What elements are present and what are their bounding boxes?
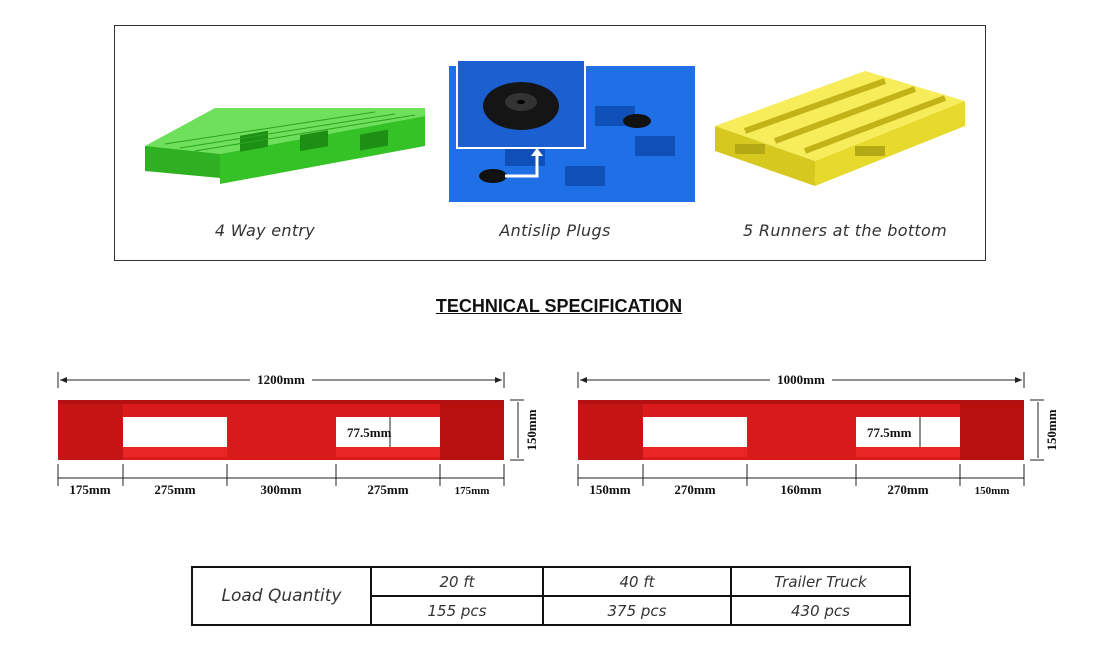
- segment-label: 175mm: [69, 482, 110, 497]
- pallet-diagram-1000: 1000mm 77.5mm 150mm 150mm 270mm 160mm 27…: [577, 372, 1059, 497]
- feature-5-runners: 5 Runners at the bottom: [705, 26, 985, 256]
- segment-label: 275mm: [367, 482, 408, 497]
- segment-label: 270mm: [887, 482, 928, 497]
- segment-label: 270mm: [674, 482, 715, 497]
- feature-4-way-entry: 4 Way entry: [125, 26, 425, 256]
- segment-label: 175mm: [455, 485, 490, 497]
- green-pallet-image: [145, 108, 425, 184]
- load-quantity-table: Load Quantity 20 ft 40 ft Trailer Truck …: [191, 566, 911, 626]
- caption-4-way-entry: 4 Way entry: [214, 221, 316, 240]
- row-header: Load Quantity: [191, 566, 372, 626]
- caption-antislip-plugs: Antislip Plugs: [499, 221, 611, 240]
- feature-antislip-plugs: Antislip Plugs: [415, 26, 695, 256]
- table-cell: 430 pcs: [730, 595, 911, 626]
- column-header: Trailer Truck: [730, 566, 911, 597]
- table-cell: 155 pcs: [370, 595, 544, 626]
- section-heading: TECHNICAL SPECIFICATION: [435, 296, 683, 316]
- caption-5-runners: 5 Runners at the bottom: [743, 221, 947, 240]
- segment-label: 300mm: [260, 482, 301, 497]
- table-row: Load Quantity 20 ft 40 ft Trailer Truck: [191, 566, 911, 626]
- table-row: 155 pcs 375 pcs 430 pcs: [192, 595, 911, 626]
- column-header: 20 ft: [370, 566, 544, 597]
- height-label: 150mm: [1044, 409, 1059, 450]
- total-width-label: 1000mm: [777, 372, 825, 387]
- table-cell: 375 pcs: [542, 595, 732, 626]
- height-label: 150mm: [524, 409, 539, 450]
- segment-label: 275mm: [154, 482, 195, 497]
- opening-height-label: 77.5mm: [347, 425, 392, 440]
- segment-label: 160mm: [780, 482, 821, 497]
- segment-label: 150mm: [589, 482, 630, 497]
- segment-label: 150mm: [975, 485, 1010, 497]
- features-panel: 4 Way entry Antislip Plugs: [114, 25, 986, 261]
- opening-height-label: 77.5mm: [867, 425, 912, 440]
- antislip-plug-image: [449, 59, 695, 202]
- column-header: 40 ft: [542, 566, 732, 597]
- pallet-diagram-1200: 1200mm 77.5mm 150mm 175mm 275mm 300mm 27…: [57, 372, 539, 497]
- yellow-pallet-image: [715, 71, 965, 186]
- total-width-label: 1200mm: [257, 372, 305, 387]
